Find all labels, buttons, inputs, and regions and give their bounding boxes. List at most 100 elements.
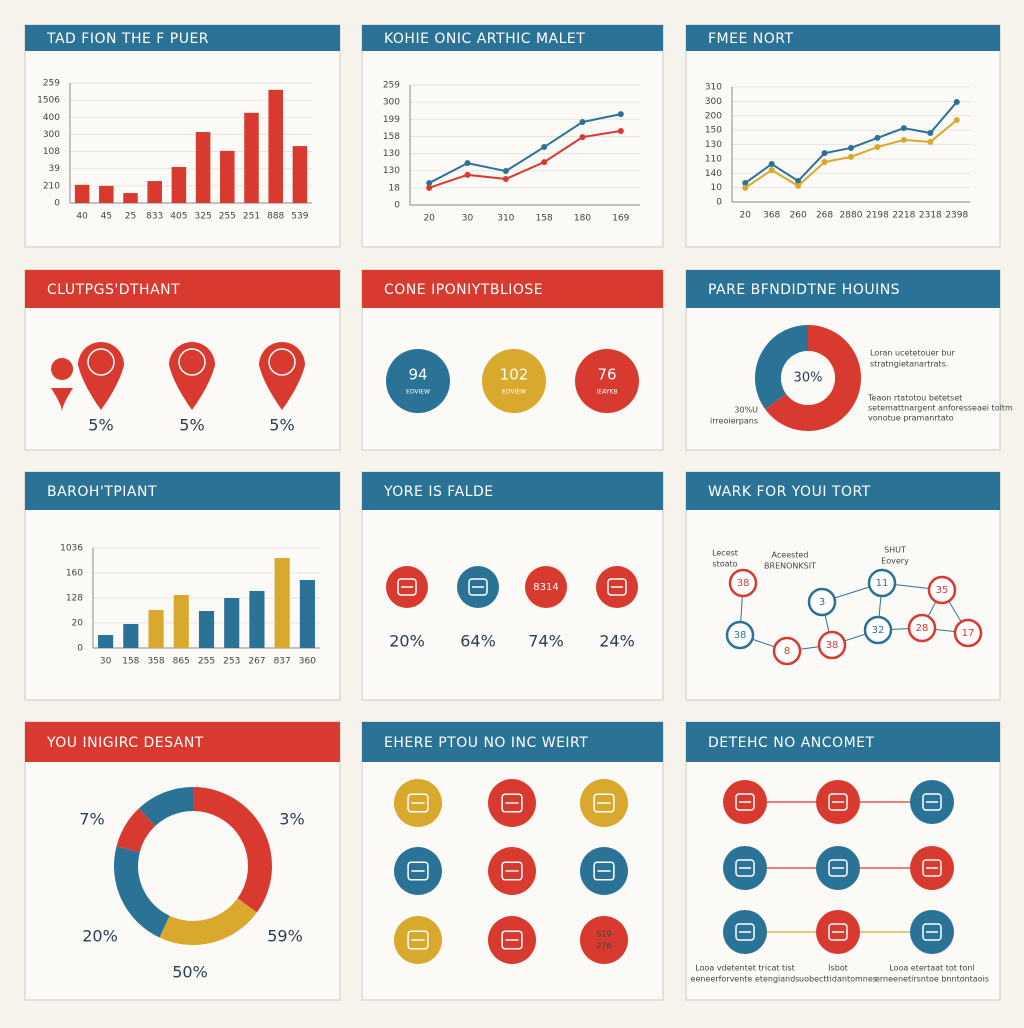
y-tick-label: 128 [66,594,83,604]
x-tick-label: 310 [497,214,514,224]
panel-header [362,270,663,308]
panel-header [25,270,340,308]
note-text: Loran ucetetouer bur [870,349,955,358]
icon-glyph [828,793,848,811]
icon-glyph [407,930,429,950]
stat-circle [575,349,639,413]
note-text: vonotue pramanrtato [868,414,954,423]
node [772,636,802,666]
x-tick-label: 158 [122,657,139,667]
panel-header [686,25,1000,51]
x-tick-label: 325 [195,212,212,222]
note-text: Eovery [881,557,909,566]
point [579,134,586,141]
x-tick-label: 2218 [892,211,915,221]
donut-segment [116,808,156,853]
node-label: 8 [784,646,790,657]
panel-header [362,25,663,51]
x-tick-label: 180 [574,214,591,224]
icon-circle [525,566,567,608]
bar [224,598,240,648]
node [863,615,893,645]
node-label: 38 [737,578,750,589]
y-tick-label: 300 [705,97,722,107]
panel-title: YORE IS FALDE [383,484,494,500]
panel-header [25,25,340,51]
y-tick-label: 130 [705,140,722,150]
node-label: 38 [826,640,839,651]
pin-inner [268,348,296,376]
x-tick-label: 169 [612,214,629,224]
icon-glyph [501,793,523,813]
stat-caption: EOVIEW [502,389,526,396]
point [953,117,960,124]
x-tick-label: 2398 [945,211,968,221]
icon-glyph [397,578,417,596]
donut-segment [193,787,273,913]
point [821,150,828,157]
point [795,182,802,189]
x-tick-label: 837 [274,657,291,667]
pin-inner [87,348,115,376]
note-text: stratngietanartrats. [870,360,948,369]
note-text: Looa vdetentet tricat tist [695,964,794,973]
node-label: 3 [819,597,825,608]
y-tick-label: 199 [383,115,400,125]
pin [51,358,74,380]
icon-glyph [735,859,755,877]
bar [299,580,315,648]
point [541,159,548,166]
bar [220,150,235,203]
point [900,136,907,143]
panel-header [25,472,340,510]
panel-header [686,722,1000,762]
point [464,171,471,178]
panel-title: KOHIE ONIC ARTHIC MALET [384,31,585,47]
bar [268,89,283,203]
note-text: 276 [596,942,611,951]
note-text: S19 [596,930,611,939]
stat-caption: IEAYKB [597,389,618,396]
pin-label: 5% [88,416,113,435]
node-label: 28 [916,623,929,634]
series-line [428,129,621,189]
series-line [428,113,622,184]
point [821,159,828,166]
donut-label: 7% [79,810,104,829]
panel-header [362,472,663,510]
note-text: SHUT [884,546,906,555]
node [725,620,755,650]
bar [274,558,290,648]
y-tick-label: 140 [705,169,722,179]
x-tick-label: 30 [462,214,474,224]
panel-title: PARE BFNDIDTNE HOUINS [708,282,900,298]
donut-segment [765,325,861,431]
y-tick-label: 0 [394,201,400,211]
panel-title: YOU INIGIRC DESANT [46,735,204,751]
point [874,134,881,141]
point [848,144,854,151]
x-tick-label: 40 [76,212,88,222]
node [927,575,957,605]
x-tick-label: 253 [223,657,240,667]
x-tick-label: 405 [170,212,187,222]
y-tick-label: 0 [54,199,60,209]
bar [244,112,259,203]
icon-text: 8314 [533,582,558,593]
x-tick-label: 360 [299,657,316,667]
bar [123,624,139,648]
donut-label: 50% [172,963,208,982]
x-tick-label: 2318 [919,211,942,221]
pin [51,388,73,412]
note-text: irreoierpans [710,417,758,426]
icon-glyph [468,578,488,596]
bar [198,611,215,648]
node-label: 11 [876,578,889,589]
panel-title: DETEHC NO ANCOMET [708,735,875,751]
icon-label: 24% [599,632,635,651]
point [742,184,749,191]
pin [259,342,305,410]
icon-glyph [735,793,755,811]
note-text: eeneerforvente etengiands [691,975,800,984]
node-label: 38 [734,630,747,641]
